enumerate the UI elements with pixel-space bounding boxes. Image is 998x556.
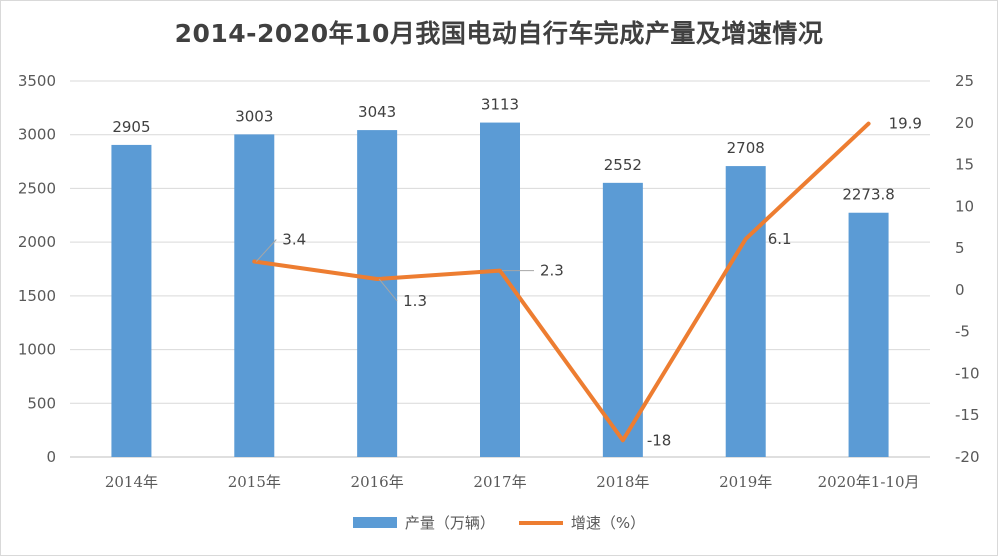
y-left-tick-label: 2500 bbox=[18, 179, 56, 197]
bar bbox=[848, 212, 889, 457]
y-right-tick-label: 5 bbox=[955, 239, 965, 257]
legend-swatch-growth bbox=[518, 520, 563, 525]
bar-data-label: 2273.8 bbox=[842, 186, 895, 204]
legend-item-production: 产量（万辆） bbox=[352, 512, 495, 533]
y-right-tick-label: -15 bbox=[955, 406, 980, 424]
bar-data-label: 3113 bbox=[481, 96, 519, 114]
bar bbox=[725, 166, 766, 457]
y-right-tick-label: 20 bbox=[955, 114, 974, 132]
bar bbox=[602, 182, 643, 457]
legend-item-growth: 增速（%） bbox=[518, 512, 646, 533]
y-right-tick-label: 10 bbox=[955, 197, 974, 215]
data-label-leader bbox=[378, 278, 398, 302]
line-data-label: 1.3 bbox=[403, 292, 427, 310]
data-label-leader bbox=[255, 239, 277, 262]
line-data-label: -18 bbox=[647, 431, 672, 449]
x-tick-label: 2020年1-10月 bbox=[818, 473, 920, 491]
line-data-label: 2.3 bbox=[540, 262, 564, 280]
y-right-tick-label: 25 bbox=[955, 72, 974, 90]
chart-title: 2014-2020年10月我国电动自行车完成产量及增速情况 bbox=[174, 19, 824, 48]
bar-data-label: 2708 bbox=[727, 139, 765, 157]
legend-swatch-production bbox=[352, 517, 397, 528]
x-tick-label: 2014年 bbox=[105, 473, 158, 491]
growth-line bbox=[252, 121, 871, 443]
y-right-tick-label: 0 bbox=[955, 281, 965, 299]
chart-legend: 产量（万辆） 增速（%） bbox=[0, 512, 998, 533]
x-tick-label: 2018年 bbox=[596, 473, 649, 491]
bar-data-label: 2905 bbox=[112, 118, 150, 136]
x-tick-label: 2019年 bbox=[719, 473, 772, 491]
y-right-tick-label: -5 bbox=[955, 323, 970, 341]
y-left-tick-label: 500 bbox=[27, 394, 56, 412]
y-right-tick-label: -20 bbox=[955, 448, 980, 466]
y-left-tick-label: 2000 bbox=[18, 233, 56, 251]
bar bbox=[234, 134, 275, 457]
line-data-label: 3.4 bbox=[282, 230, 306, 248]
y-left-tick-label: 1000 bbox=[18, 341, 56, 359]
y-left-tick-label: 1500 bbox=[18, 287, 56, 305]
x-tick-label: 2015年 bbox=[228, 473, 281, 491]
y-left-tick-label: 3000 bbox=[18, 126, 56, 144]
line-data-label: 6.1 bbox=[768, 230, 792, 248]
y-left-tick-label: 0 bbox=[46, 448, 56, 466]
y-right-tick-label: -10 bbox=[955, 364, 980, 382]
line-data-label: 19.9 bbox=[889, 115, 922, 133]
x-tick-label: 2016年 bbox=[351, 473, 404, 491]
bar-data-label: 3003 bbox=[235, 107, 273, 125]
y-left-tick-label: 3500 bbox=[18, 72, 56, 90]
y-right-tick-label: 15 bbox=[955, 156, 974, 174]
legend-label-growth: 增速（%） bbox=[570, 514, 646, 532]
bar-data-label: 2552 bbox=[604, 156, 642, 174]
bar bbox=[111, 144, 152, 458]
x-tick-label: 2017年 bbox=[473, 473, 526, 491]
bar-data-label: 3043 bbox=[358, 103, 396, 121]
legend-label-production: 产量（万辆） bbox=[404, 514, 495, 532]
